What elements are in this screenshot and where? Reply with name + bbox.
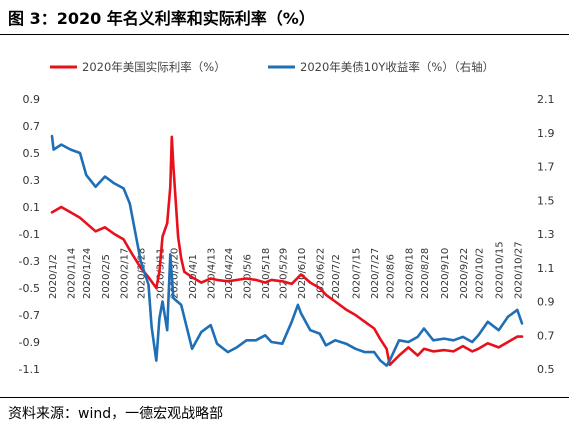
y-left-tick-label: 0.3 [23, 174, 41, 187]
y-right-tick-label: 1.1 [537, 262, 555, 275]
y-right-tick-label: 1.9 [537, 127, 555, 140]
x-tick-label: 2020/2/5 [101, 254, 112, 299]
x-tick-label: 2020/10/27 [513, 241, 524, 299]
x-tick-label: 2020/3/11 [155, 248, 166, 299]
y-left-tick-label: 0.1 [23, 201, 41, 214]
legend-label-1: 2020年美国实际利率（%） [82, 60, 226, 74]
x-tick-label: 2020/2/28 [137, 248, 148, 299]
nominal-yield-line [50, 134, 524, 367]
x-tick-label: 2020/5/18 [261, 248, 272, 299]
x-tick-label: 2020/7/2 [331, 254, 342, 299]
page-title: 图 3：2020 年名义利率和实际利率（%） [8, 9, 315, 28]
y-left-tick-label: -1.1 [19, 363, 40, 376]
x-tick-label: 2020/8/6 [386, 254, 397, 299]
x-tick-label: 2020/4/24 [224, 248, 235, 299]
x-tick-label: 2020/7/27 [370, 248, 381, 299]
y-left-tick-label: -0.3 [19, 255, 40, 268]
source-divider [0, 397, 569, 398]
x-tick-label: 2020/10/15 [495, 241, 506, 299]
x-tick-label: 2020/2/17 [120, 248, 131, 299]
y-left-tick-label: -0.1 [19, 228, 40, 241]
x-tick-label: 2020/1/24 [82, 248, 93, 299]
x-tick-label: 2020/1/14 [67, 248, 78, 299]
legend-label-2: 2020年美债10Y收益率（%）（右轴） [300, 60, 494, 74]
y-right-tick-label: 0.5 [537, 363, 555, 376]
x-tick-label: 2020/7/15 [351, 248, 362, 299]
y-left-tick-label: -0.7 [19, 309, 40, 322]
x-tick-label: 2020/6/10 [297, 248, 308, 299]
x-tick-label: 2020/5/29 [278, 248, 289, 299]
x-tick-label: 2020/6/22 [316, 248, 327, 299]
y-left-tick-label: 0.9 [23, 93, 41, 106]
x-tick-label: 2020/3/20 [169, 248, 180, 299]
x-tick-label: 2020/4/13 [207, 248, 218, 299]
y-left-tick-label: 0.7 [23, 120, 41, 133]
y-right-tick-label: 1.7 [537, 161, 555, 174]
x-tick-label: 2020/5/6 [243, 254, 254, 299]
y-right-tick-label: 0.9 [537, 296, 555, 309]
x-tick-label: 2020/10/2 [474, 248, 485, 299]
x-tick-label: 2020/4/1 [188, 254, 199, 299]
y-right-tick-label: 0.7 [537, 329, 555, 342]
x-tick-label: 2020/1/2 [48, 254, 59, 299]
y-left-tick-label: -0.5 [19, 282, 40, 295]
real-rate-line [50, 135, 524, 367]
x-tick-label: 2020/8/18 [404, 248, 415, 299]
y-left-tick-label: -0.9 [19, 336, 40, 349]
title-divider [0, 34, 569, 35]
x-tick-label: 2020/9/22 [459, 248, 470, 299]
y-right-tick-label: 1.5 [537, 194, 555, 207]
x-tick-label: 2020/9/10 [440, 248, 451, 299]
y-right-tick-label: 2.1 [537, 93, 555, 106]
source-note: 资料来源：wind，一德宏观战略部 [8, 406, 224, 422]
y-left-tick-label: 0.5 [23, 147, 41, 160]
y-right-tick-label: 1.3 [537, 228, 555, 241]
x-tick-label: 2020/8/28 [420, 248, 431, 299]
